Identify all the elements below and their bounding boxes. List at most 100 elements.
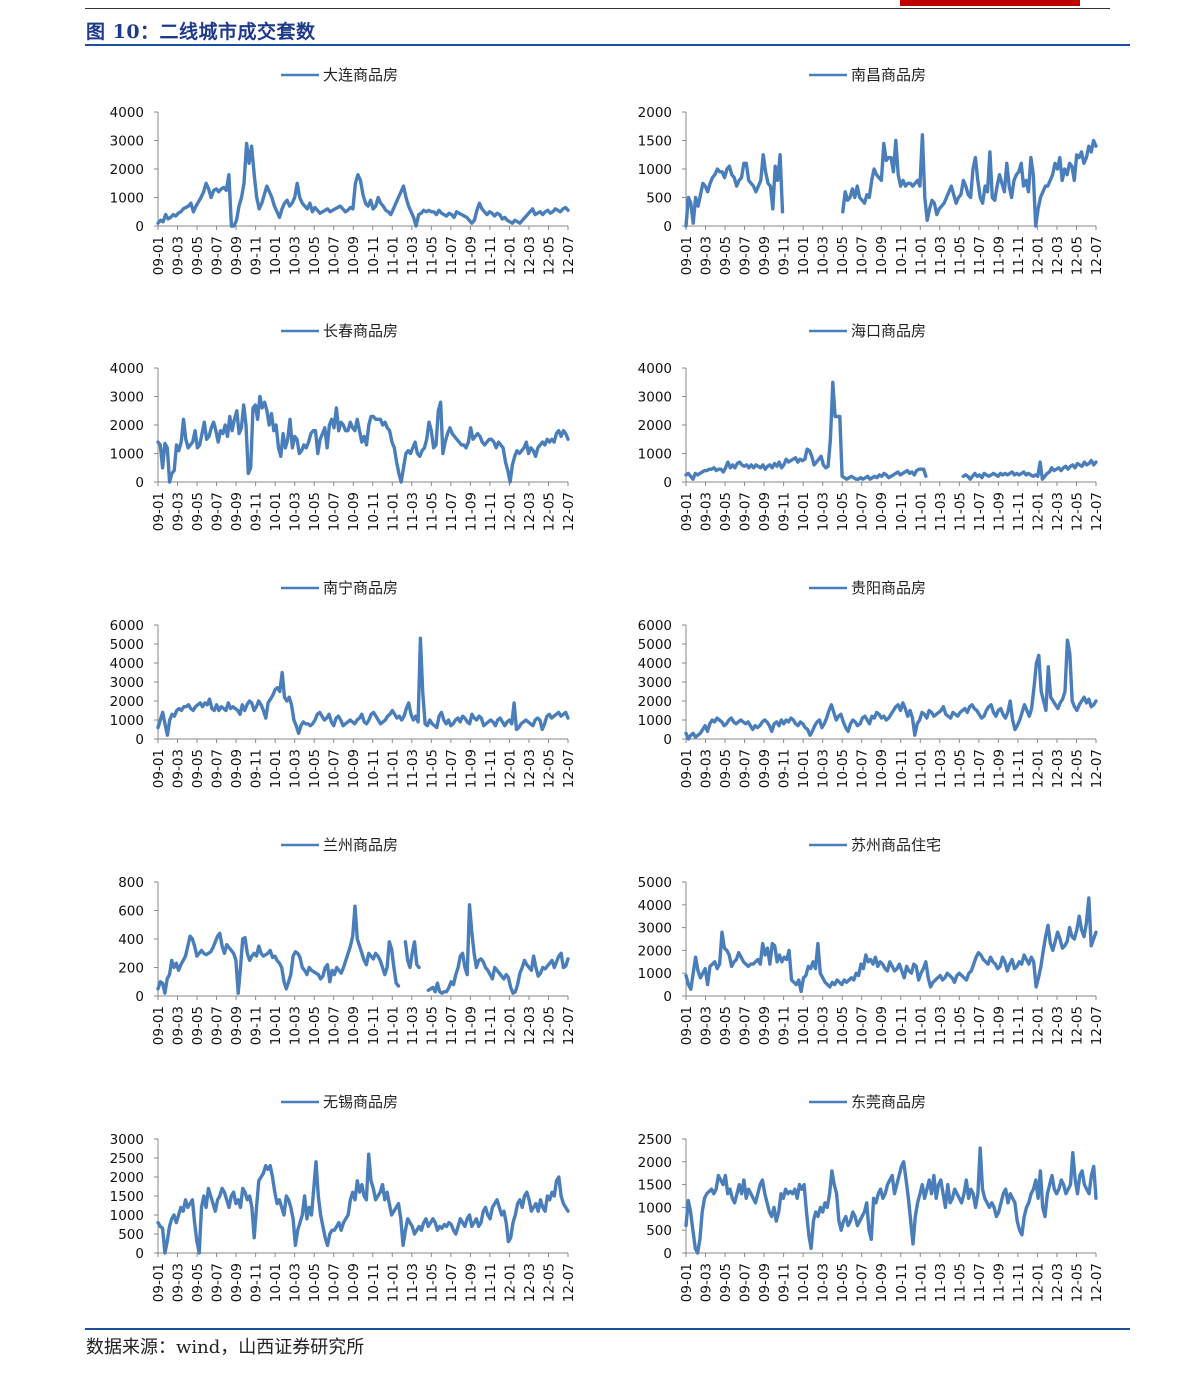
x-tick-label: 11-05	[424, 492, 440, 531]
x-tick-label: 09-01	[679, 749, 695, 788]
x-tick-label: 11-07	[444, 1006, 460, 1045]
y-tick-label: 4000	[110, 656, 144, 672]
x-tick-label: 11-11	[1011, 236, 1027, 275]
x-tick-label: 09-01	[679, 1263, 695, 1302]
y-tick-label: 0	[135, 1246, 144, 1262]
x-tick-label: 12-05	[541, 1263, 557, 1302]
x-tick-label: 10-05	[307, 236, 323, 275]
x-tick-label: 11-11	[1011, 492, 1027, 531]
x-tick-label: 11-03	[405, 749, 421, 788]
y-tick-label: 5000	[638, 875, 672, 891]
footer-rule	[85, 1328, 1130, 1330]
y-tick-label: 0	[135, 989, 144, 1005]
x-tick-label: 11-01	[913, 1006, 929, 1045]
x-tick-label: 09-11	[249, 1263, 265, 1302]
x-tick-label: 11-11	[483, 236, 499, 275]
x-tick-label: 09-11	[249, 492, 265, 531]
x-tick-label: 09-05	[190, 236, 206, 275]
y-tick-label: 1500	[110, 1189, 144, 1205]
chart-legend: 海口商品房	[809, 322, 926, 340]
x-tick-label: 09-09	[757, 1263, 773, 1302]
x-tick-label: 11-11	[1011, 1263, 1027, 1302]
x-tick-label: 10-09	[346, 1006, 362, 1045]
y-tick-label: 1500	[638, 1178, 672, 1194]
y-tick-label: 5000	[110, 637, 144, 653]
x-tick-label: 10-05	[307, 1006, 323, 1045]
chart-panel: 南昌商品房 0 500 1000 1500 2000 09-01 09-03 09-05 09-0…	[606, 60, 1166, 316]
chart-legend: 贵阳商品房	[809, 579, 926, 597]
figure-title: 图 10：二线城市成交套数	[86, 21, 316, 43]
x-tick-label: 10-03	[816, 1006, 832, 1045]
x-tick-label: 09-03	[171, 492, 187, 531]
line-chart: 贵阳商品房 0 1000 2000 3000 4000 5000 6000 09-01 09-03…	[638, 579, 1105, 788]
x-tick-label: 09-03	[171, 1006, 187, 1045]
x-tick-label: 09-01	[151, 1263, 167, 1302]
chart-panel: 无锡商品房 0 500 1000 1500 2000 2500 3000 09-01 09-03 0…	[78, 1087, 638, 1343]
header-accent-bar	[900, 0, 1080, 6]
x-tick-label: 11-03	[933, 749, 949, 788]
series-line	[684, 1146, 1098, 1255]
x-tick-label: 10-11	[366, 236, 382, 275]
x-tick-label: 10-01	[268, 749, 284, 788]
x-tick-label: 12-05	[541, 492, 557, 531]
y-tick-label: 0	[663, 219, 672, 235]
y-tick-label: 1000	[638, 162, 672, 178]
x-tick-label: 09-07	[738, 749, 754, 788]
x-tick-label: 12-01	[502, 492, 518, 531]
x-tick-label: 10-01	[268, 236, 284, 275]
series-line	[684, 638, 1098, 741]
x-tick-label: 12-07	[561, 492, 577, 531]
y-tick-label: 3000	[638, 675, 672, 691]
x-tick-label: 11-01	[385, 236, 401, 275]
x-tick-label: 12-05	[1069, 1263, 1085, 1302]
x-tick-label: 10-03	[288, 749, 304, 788]
x-tick-label: 09-07	[210, 1263, 226, 1302]
x-tick-label: 12-03	[1050, 236, 1066, 275]
x-tick-label: 10-01	[268, 492, 284, 531]
chart-panel: 南宁商品房 0 1000 2000 3000 4000 5000 6000 09-01 09-03…	[78, 573, 638, 829]
y-tick-label: 800	[118, 875, 144, 891]
y-tick-label: 2000	[638, 1155, 672, 1171]
chart-panel: 贵阳商品房 0 1000 2000 3000 4000 5000 6000 09-01 09-03…	[606, 573, 1166, 829]
y-tick-label: 2000	[110, 1170, 144, 1186]
y-tick-label: 0	[663, 1246, 672, 1262]
x-tick-label: 11-01	[385, 749, 401, 788]
y-tick-label: 200	[118, 961, 144, 977]
x-tick-label: 09-05	[190, 1263, 206, 1302]
x-tick-label: 09-05	[718, 749, 734, 788]
chart-legend: 无锡商品房	[281, 1093, 398, 1111]
x-tick-label: 10-01	[268, 1263, 284, 1302]
x-tick-label: 09-09	[757, 749, 773, 788]
x-tick-label: 10-07	[327, 236, 343, 275]
x-tick-label: 12-01	[1030, 1006, 1046, 1045]
series-line	[156, 394, 570, 484]
x-tick-label: 12-05	[1069, 236, 1085, 275]
x-tick-label: 10-07	[855, 1006, 871, 1045]
chart-legend: 南昌商品房	[809, 66, 926, 84]
x-tick-label: 12-03	[522, 1006, 538, 1045]
x-tick-label: 09-03	[699, 749, 715, 788]
y-tick-label: 0	[663, 475, 672, 491]
x-tick-label: 10-07	[855, 1263, 871, 1302]
x-tick-label: 09-03	[699, 492, 715, 531]
y-tick-label: 2000	[638, 418, 672, 434]
x-tick-label: 12-05	[541, 236, 557, 275]
x-tick-label: 09-09	[757, 1006, 773, 1045]
x-tick-label: 11-07	[444, 492, 460, 531]
x-tick-label: 11-05	[424, 749, 440, 788]
y-tick-label: 2500	[110, 1151, 144, 1167]
legend-label: 长春商品房	[323, 322, 398, 340]
y-tick-label: 1000	[110, 1208, 144, 1224]
chart-legend: 苏州商品住宅	[809, 836, 941, 854]
x-tick-label: 11-03	[933, 492, 949, 531]
x-tick-label: 10-05	[835, 1006, 851, 1045]
x-tick-label: 12-07	[561, 749, 577, 788]
y-tick-label: 0	[135, 475, 144, 491]
x-tick-label: 12-03	[522, 749, 538, 788]
chart-legend: 大连商品房	[281, 66, 398, 84]
chart-panel: 东莞商品房 0 500 1000 1500 2000 2500 09-01 09-03 09-05…	[606, 1087, 1166, 1343]
x-tick-label: 12-07	[1089, 1006, 1105, 1045]
chart-panel: 长春商品房 0 1000 2000 3000 4000 09-01 09-03 09-05 09-…	[78, 316, 638, 572]
